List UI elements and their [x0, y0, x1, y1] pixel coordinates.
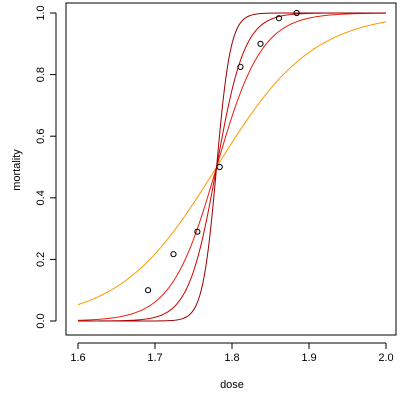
x-axis: 1.6 1.7 1.8 1.9 2.0 [70, 342, 394, 364]
x-tick-label: 1.6 [70, 352, 85, 364]
fitted-curve-2 [77, 12, 387, 321]
y-tick-label: 0.0 [35, 313, 47, 328]
data-point-7 [275, 15, 283, 22]
data-point-4 [216, 163, 223, 171]
fitted-curves [77, 12, 387, 322]
y-tick-label: 1.0 [35, 5, 47, 20]
plot-frame [65, 2, 397, 336]
y-tick-label: 0.2 [35, 252, 47, 267]
x-axis-title: dose [220, 379, 244, 391]
fitted-curve-4 [78, 12, 386, 322]
data-point-6 [257, 40, 264, 47]
x-tick-label: 1.8 [224, 352, 239, 364]
y-tick-label: 0.6 [35, 129, 47, 144]
observed-points [144, 9, 300, 294]
data-point-3 [194, 228, 201, 235]
x-tick-label: 1.7 [147, 352, 162, 364]
y-axis-title: mortality [11, 149, 23, 191]
data-point-8 [293, 9, 300, 17]
x-tick-label: 2.0 [378, 352, 393, 364]
data-point-1 [144, 287, 152, 294]
fitted-curve-3 [78, 12, 386, 322]
y-tick-label: 0.8 [35, 67, 47, 82]
data-point-2 [170, 251, 177, 258]
y-axis: 0.0 0.2 0.4 0.6 0.8 1.0 [35, 5, 57, 329]
data-point-5 [237, 63, 244, 71]
fitted-curve-1 [77, 21, 387, 306]
y-tick-label: 0.4 [35, 190, 47, 205]
x-tick-label: 1.9 [301, 352, 316, 364]
